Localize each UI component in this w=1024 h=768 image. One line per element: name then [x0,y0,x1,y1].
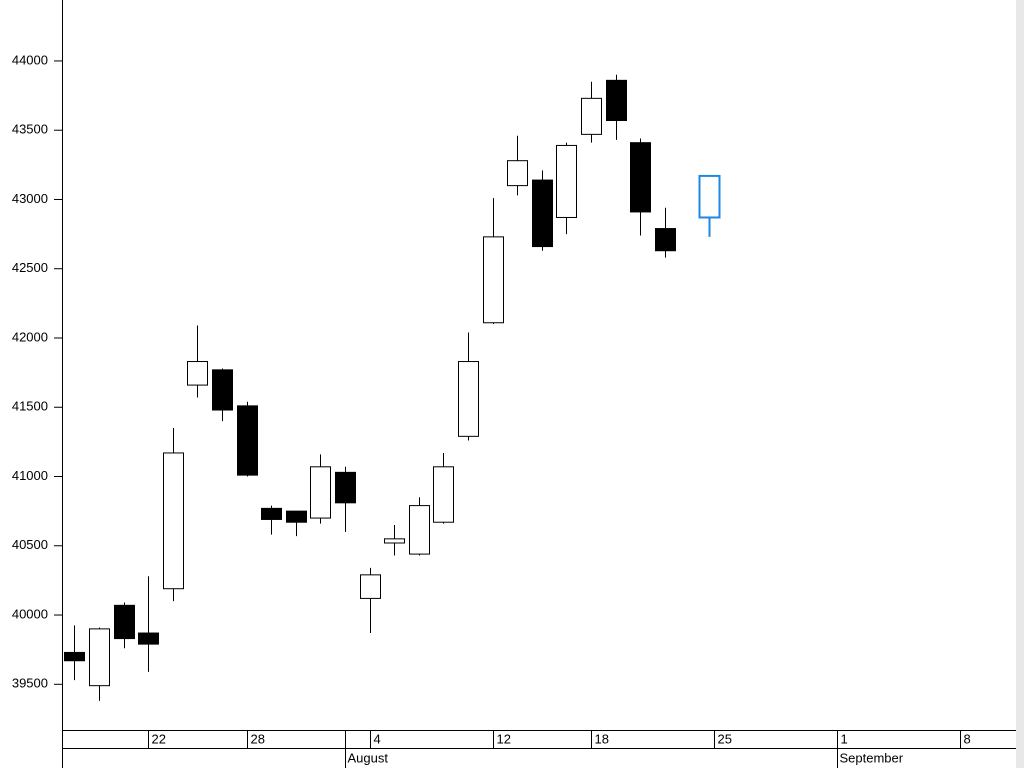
y-tick-label: 42000 [12,329,48,344]
candle-body [360,574,381,599]
y-tick-label: 41000 [12,468,48,483]
candle-body [286,510,307,523]
y-tick-label: 40500 [12,537,48,552]
candle-body [187,361,208,386]
x-tick-label: 22 [152,731,166,746]
candle-body [310,466,331,519]
x-tick-label: 8 [964,731,971,746]
candle-body [698,174,721,219]
x-tick-label: 1 [841,731,848,746]
candle-body [433,466,454,523]
y-tick-label: 44000 [12,52,48,67]
candle-body [581,97,602,135]
candle-body [335,471,356,504]
candle-body [89,628,110,687]
candle-body [163,452,184,590]
candle-body [532,179,553,248]
y-tick-label: 40000 [12,606,48,621]
candle-body [384,538,405,544]
candle-body [507,160,528,187]
candle-body [655,228,676,252]
y-tick-label: 41500 [12,399,48,414]
y-tick-label: 43000 [12,191,48,206]
candle-body [138,632,159,645]
candle-body [483,236,504,324]
month-label: August [348,750,389,765]
y-tick-label: 39500 [12,676,48,691]
y-tick-label: 43500 [12,122,48,137]
candle-body [261,507,282,520]
candle-body [114,604,135,640]
x-tick-label: 4 [374,731,381,746]
candle-body [64,651,85,662]
candle-body [630,142,651,213]
candle-body [458,361,479,437]
scroll-edge [1016,0,1024,768]
x-tick-label: 28 [251,731,265,746]
candle-body [556,144,577,218]
y-tick-label: 42500 [12,260,48,275]
candle-body [212,369,233,411]
candle-body [409,505,430,555]
x-tick-label: 18 [595,731,609,746]
candle-body [606,79,627,122]
candle-body [237,405,258,476]
month-label: September [840,750,904,765]
x-tick-label: 25 [718,731,732,746]
x-tick-label: 12 [497,731,511,746]
